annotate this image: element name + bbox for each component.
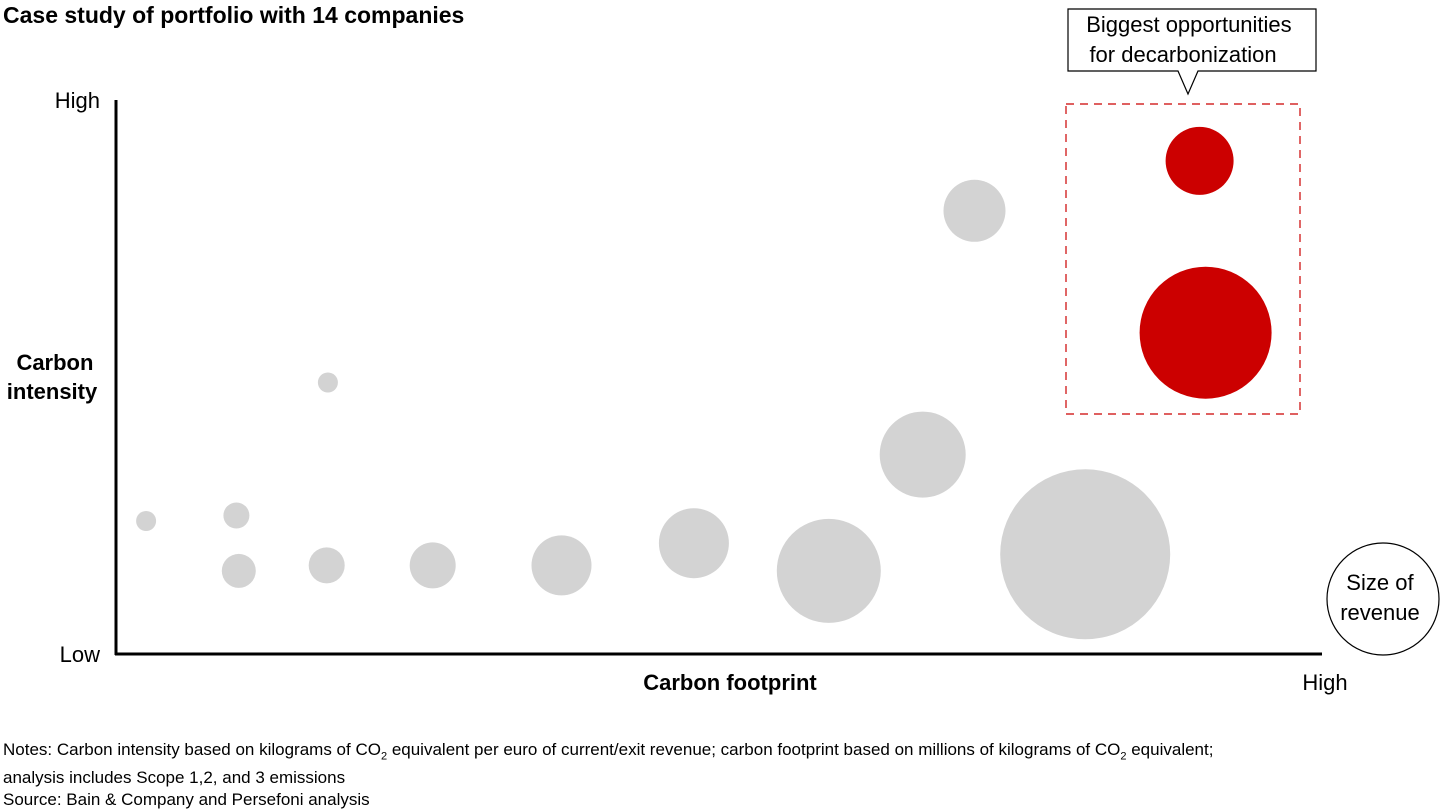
notes: Notes: Carbon intensity based on kilogra…: [3, 739, 1213, 811]
bubble-8: [658, 508, 729, 579]
bubble-10: [879, 411, 966, 498]
bubble-highlight-14: [1139, 266, 1272, 399]
size-legend-line1: Size of: [1346, 570, 1414, 595]
y-tick-high: High: [55, 88, 100, 113]
notes-text-b: equivalent per euro of current/exit reve…: [387, 740, 1121, 759]
callout-region: [1065, 103, 1301, 415]
bubble-9: [776, 518, 881, 623]
bubble-12: [1000, 469, 1171, 640]
bubble-highlight-13: [1165, 126, 1234, 195]
notes-sub-2: 2: [1120, 750, 1127, 763]
notes-text-c: equivalent;: [1126, 740, 1214, 759]
chart-title: Case study of portfolio with 14 companie…: [3, 2, 465, 28]
bubble-2: [223, 502, 250, 529]
size-legend-text: Size of revenue: [1340, 570, 1420, 625]
notes-line2: analysis includes Scope 1,2, and 3 emiss…: [3, 768, 346, 788]
size-legend-line2: revenue: [1340, 600, 1420, 625]
source-line: Source: Bain & Company and Persefoni ana…: [3, 790, 370, 810]
y-axis-title: Carbon intensity: [7, 350, 100, 404]
size-legend-circle: [1326, 542, 1440, 656]
bubble-3: [221, 553, 256, 588]
callout-line2: for decarbonization: [1089, 42, 1276, 67]
y-tick-low: Low: [60, 642, 100, 667]
bubble-7: [531, 535, 592, 596]
notes-sub-1: 2: [380, 750, 388, 763]
y-axis-title-line2: intensity: [7, 379, 98, 404]
bubble-5: [317, 372, 338, 393]
callout-line1: Biggest opportunities: [1086, 12, 1291, 37]
bubble-series: [136, 126, 1272, 640]
bubble-1: [136, 511, 157, 531]
notes-line1: Notes: Carbon intensity based on kilogra…: [3, 739, 1213, 767]
y-axis-title-line1: Carbon: [16, 350, 93, 375]
x-tick-high: High: [1302, 670, 1347, 695]
callout-text: Biggest opportunities for decarbonizatio…: [1086, 12, 1298, 67]
callout-box: [1067, 8, 1317, 96]
notes-text-a: Notes: Carbon intensity based on kilogra…: [3, 740, 381, 759]
bubble-4: [308, 547, 345, 584]
x-axis-title: Carbon footprint: [643, 670, 817, 695]
bubble-6: [409, 542, 456, 589]
bubble-11: [943, 179, 1006, 242]
bubble-chart: High Low High Carbon intensity Carbon fo…: [7, 8, 1440, 695]
